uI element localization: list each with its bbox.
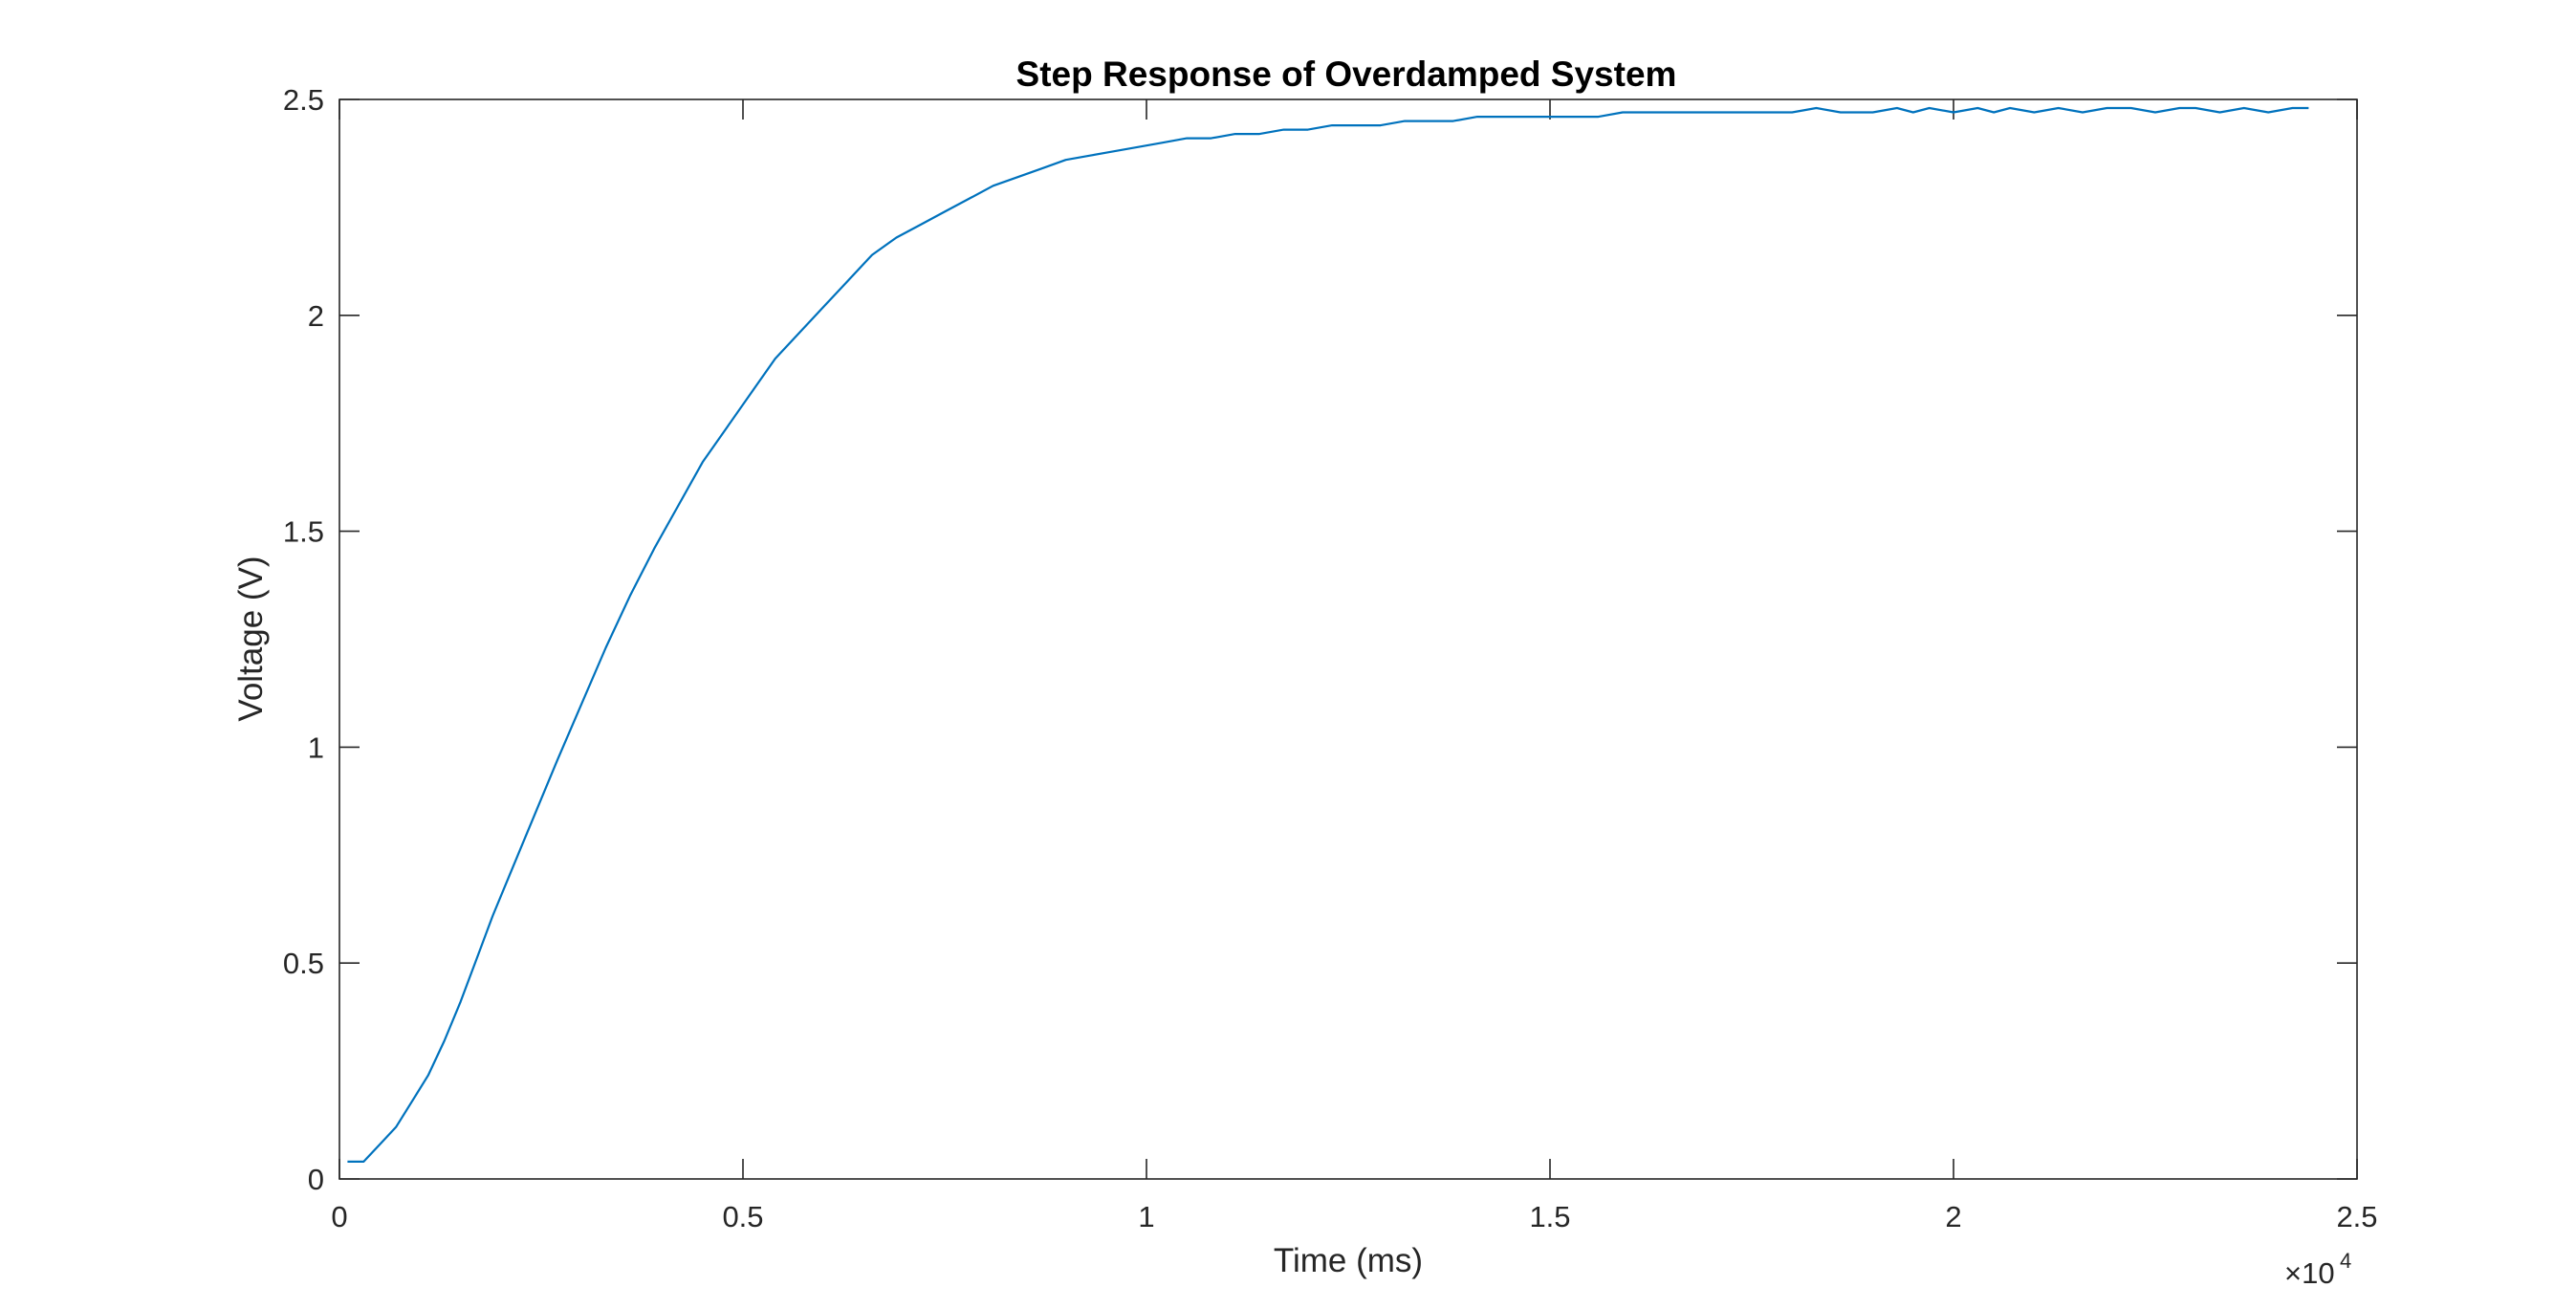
x-tick-label: 0 [331, 1200, 347, 1233]
x-tick-label: 0.5 [722, 1200, 763, 1233]
axis-ticks [338, 98, 2358, 1180]
x-exponent-base: ×10 [2284, 1256, 2335, 1290]
y-tick-label: 2 [308, 299, 324, 333]
x-tick-label: 1.5 [1529, 1200, 1570, 1233]
x-exponent: ×10 4 [2284, 1249, 2351, 1290]
y-tick-label: 1.5 [283, 515, 324, 549]
y-tick-labels: 0 0.5 1 1.5 2 2.5 [283, 83, 324, 1196]
y-tick-label: 0 [308, 1163, 324, 1196]
x-tick-label: 1 [1138, 1200, 1154, 1233]
x-tick-label: 2 [1945, 1200, 1961, 1233]
axes-box [338, 98, 2358, 1180]
plot-area [338, 98, 2358, 1180]
x-tick-label: 2.5 [2336, 1200, 2377, 1233]
chart-title: Step Response of Overdamped System [1016, 55, 1677, 94]
x-tick-labels: 0 0.5 1 1.5 2 2.5 [331, 1200, 2377, 1233]
series-line [347, 106, 2309, 1163]
y-tick-label: 0.5 [283, 947, 324, 980]
y-tick-label: 2.5 [283, 83, 324, 117]
x-axis-label: Time (ms) [1274, 1242, 1423, 1279]
y-tick-label: 1 [308, 731, 324, 764]
x-exponent-power: 4 [2340, 1249, 2351, 1273]
y-axis-label: Voltage (V) [232, 556, 270, 721]
